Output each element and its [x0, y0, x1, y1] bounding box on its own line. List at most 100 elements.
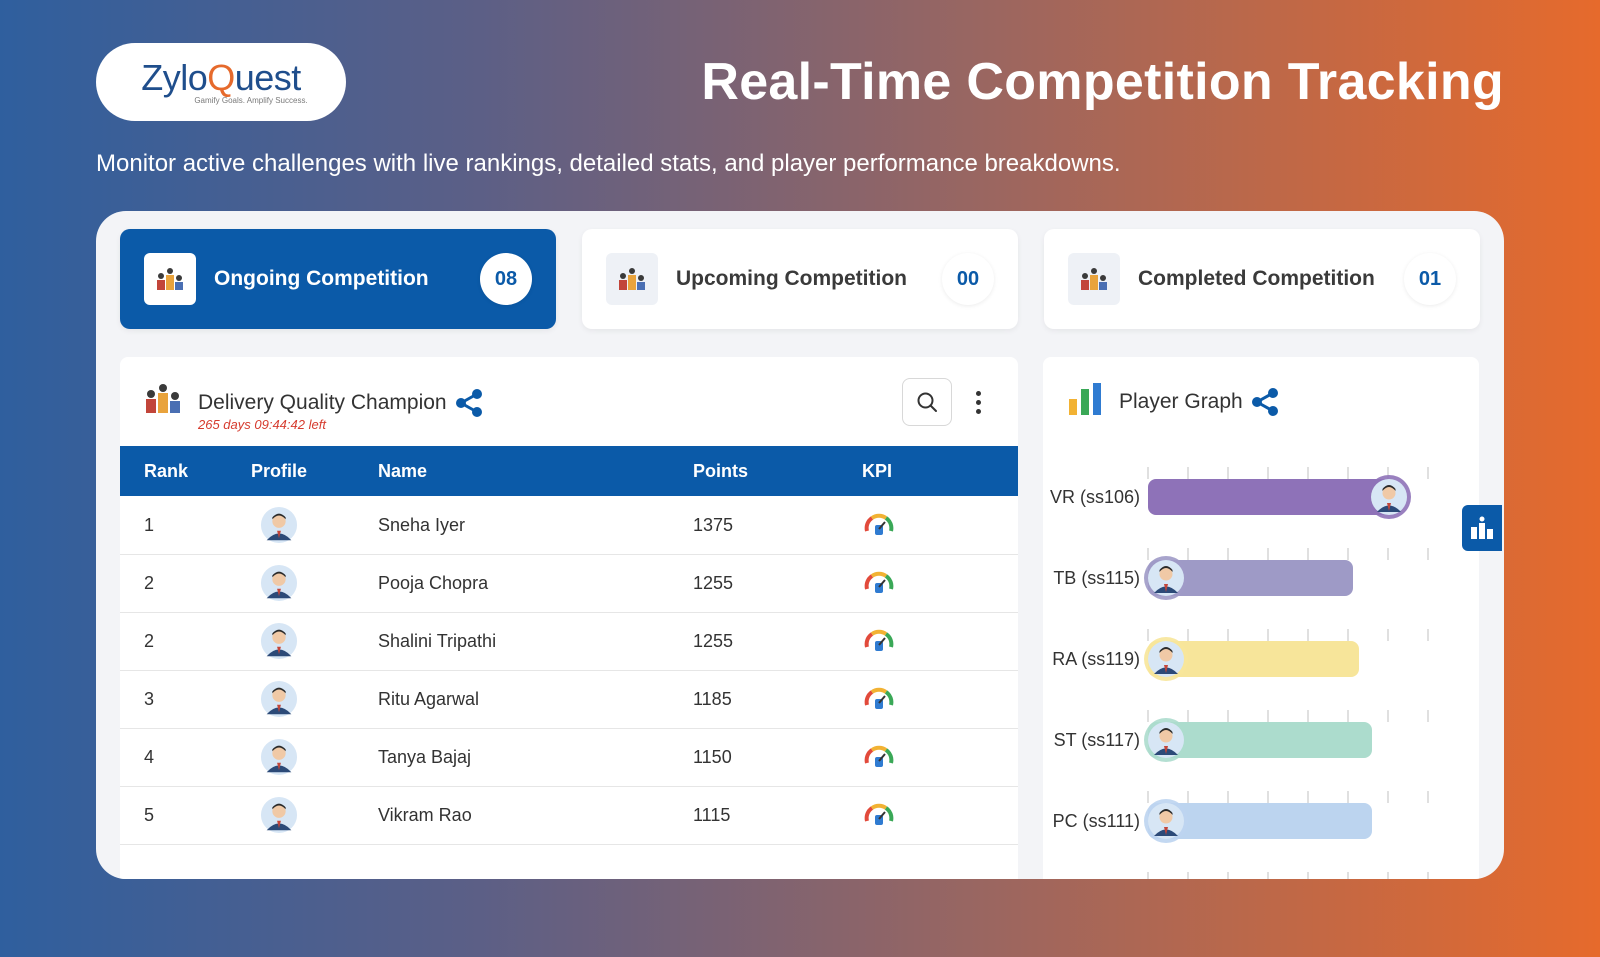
- cell-rank: 3: [144, 689, 155, 709]
- avatar[interactable]: [260, 506, 298, 544]
- bar-label: RA (ss119): [1052, 649, 1140, 669]
- competition-title: Delivery Quality Champion: [198, 387, 485, 419]
- player-bar[interactable]: [1148, 641, 1359, 677]
- share-icon[interactable]: [453, 387, 485, 419]
- cell-name: Pooja Chopra: [378, 573, 489, 593]
- table-row[interactable]: 5 Vikram Rao 1115: [120, 786, 1018, 845]
- avatar: [1367, 475, 1411, 519]
- avatar[interactable]: [260, 622, 298, 660]
- share-icon[interactable]: [1249, 386, 1281, 418]
- cell-name: Vikram Rao: [378, 805, 472, 825]
- logo-tagline: Gamify Goals. Amplify Success.: [194, 95, 308, 105]
- cell-points: 1255: [693, 631, 734, 651]
- cell-rank: 2: [144, 631, 155, 651]
- player-graph-chart: VR (ss106) TB (ss115) RA (ss119) ST (ss117)…: [1050, 467, 1429, 879]
- avatar: [1144, 637, 1188, 681]
- player-bar[interactable]: [1148, 560, 1353, 596]
- more-dot: [975, 408, 981, 414]
- logo-text-uest: uest: [234, 56, 302, 98]
- bar-label: ST (ss117): [1054, 730, 1140, 750]
- player-bar[interactable]: [1148, 803, 1372, 839]
- time-remaining: 265 days 09:44:42 left: [198, 417, 326, 432]
- tab-label: Completed Competition: [1138, 267, 1375, 290]
- cell-rank: 1: [144, 515, 155, 535]
- table-row[interactable]: 1 Sneha Iyer 1375: [120, 496, 1018, 555]
- tab-upcoming-competition[interactable]: Upcoming Competition 00: [582, 229, 1018, 329]
- cell-points: 1115: [693, 805, 731, 825]
- player-graph-title: Player Graph: [1119, 386, 1281, 418]
- leaderboard-float-button[interactable]: [1462, 505, 1502, 551]
- table-row[interactable]: 2 Shalini Tripathi 1255: [120, 612, 1018, 671]
- cell-name: Tanya Bajaj: [378, 747, 472, 767]
- podium-icon: [1471, 516, 1493, 539]
- cell-points: 1185: [693, 689, 732, 709]
- table-row[interactable]: 2 Pooja Chopra 1255: [120, 554, 1018, 613]
- tab-count-badge: 01: [1404, 253, 1456, 305]
- page-headline: Real-Time Competition Tracking: [701, 53, 1504, 111]
- bar-chart-icon: [1067, 381, 1105, 422]
- player-bar[interactable]: [1148, 722, 1372, 758]
- leaderboard-panel: Delivery Quality Champion 265 days 09:44…: [120, 357, 1018, 879]
- player-graph-panel: Player Graph VR (ss106) TB (ss115) RA (ss1…: [1043, 357, 1479, 879]
- cell-rank: 2: [144, 573, 155, 593]
- podium-icon: [144, 381, 182, 420]
- bar-label: VR (ss106): [1050, 487, 1140, 507]
- column-header-profile[interactable]: Profile: [251, 461, 308, 481]
- bar-label: PC (ss111): [1053, 811, 1140, 831]
- cell-points: 1255: [693, 573, 734, 593]
- podium-icon: [144, 253, 196, 305]
- more-options-button[interactable]: [970, 383, 986, 421]
- avatar: [1144, 799, 1188, 843]
- avatar[interactable]: [260, 680, 298, 718]
- kpi-gauge-icon[interactable]: [862, 683, 896, 717]
- tab-ongoing-competition[interactable]: Ongoing Competition 08: [120, 229, 556, 329]
- cell-points: 1150: [693, 747, 732, 767]
- cell-rank: 4: [144, 747, 155, 767]
- kpi-gauge-icon[interactable]: [862, 625, 896, 659]
- column-header-name[interactable]: Name: [378, 461, 428, 481]
- avatar: [1144, 718, 1188, 762]
- more-dot: [975, 390, 981, 396]
- player-graph-header: Player Graph: [1067, 381, 1281, 422]
- column-header-points[interactable]: Points: [693, 461, 749, 481]
- tab-label: Upcoming Competition: [676, 267, 907, 290]
- column-header-rank[interactable]: Rank: [144, 461, 189, 481]
- column-header-kpi[interactable]: KPI: [862, 461, 893, 481]
- kpi-gauge-icon[interactable]: [862, 741, 896, 775]
- avatar[interactable]: [260, 564, 298, 602]
- search-button[interactable]: [902, 378, 952, 426]
- cell-name: Sneha Iyer: [378, 515, 466, 535]
- cell-name: Shalini Tripathi: [378, 631, 497, 651]
- tab-completed-competition[interactable]: Completed Competition 01: [1044, 229, 1480, 329]
- cell-rank: 5: [144, 805, 155, 825]
- table-row[interactable]: 4 Tanya Bajaj 1150: [120, 728, 1018, 787]
- podium-icon: [1068, 253, 1120, 305]
- table-header: Rank Profile Name Points KPI: [120, 446, 1018, 496]
- page-subheadline: Monitor active challenges with live rank…: [96, 150, 1121, 177]
- kpi-gauge-icon[interactable]: [862, 509, 896, 543]
- cell-name: Ritu Agarwal: [378, 689, 480, 709]
- player-graph-title-text: Player Graph: [1119, 389, 1243, 413]
- player-bar[interactable]: [1148, 479, 1393, 515]
- tab-label: Ongoing Competition: [214, 267, 429, 290]
- kpi-gauge-icon[interactable]: [862, 567, 896, 601]
- kpi-gauge-icon[interactable]: [862, 799, 896, 833]
- table-row[interactable]: 3 Ritu Agarwal 1185: [120, 670, 1018, 729]
- search-icon: [917, 392, 937, 412]
- competition-header: Delivery Quality Champion: [144, 381, 485, 420]
- logo-text-q: Q: [207, 56, 235, 98]
- cell-points: 1375: [693, 515, 734, 535]
- avatar[interactable]: [260, 738, 298, 776]
- competition-title-text: Delivery Quality Champion: [198, 391, 447, 414]
- avatar[interactable]: [260, 796, 298, 834]
- bar-label: TB (ss115): [1053, 568, 1140, 588]
- podium-icon: [606, 253, 658, 305]
- logo-text-zylo: Zylo: [141, 56, 208, 98]
- tab-count-badge: 08: [480, 253, 532, 305]
- more-dot: [975, 399, 981, 405]
- tab-count-badge: 00: [942, 253, 994, 305]
- app-card: Ongoing Competition 08 Upcoming Competit…: [96, 211, 1504, 879]
- avatar: [1144, 556, 1188, 600]
